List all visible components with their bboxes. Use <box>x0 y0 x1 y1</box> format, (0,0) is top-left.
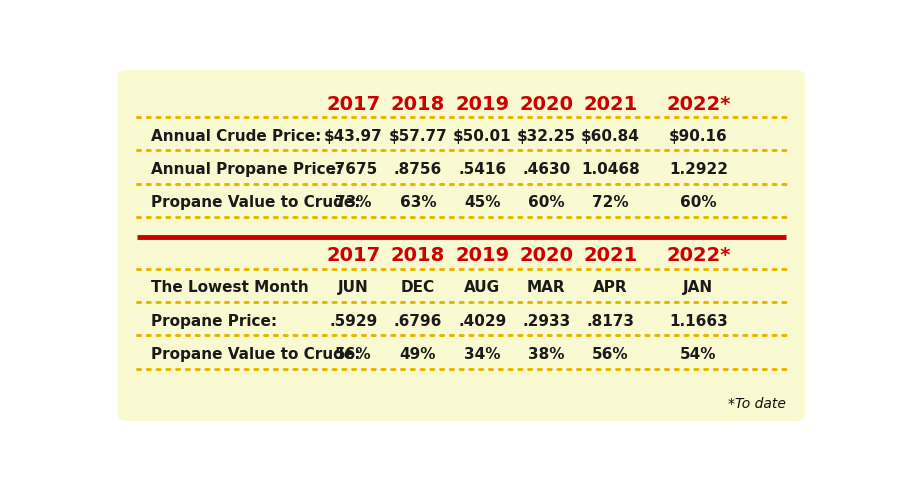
Text: .5416: .5416 <box>458 162 506 177</box>
Text: AUG: AUG <box>464 280 500 295</box>
Text: 60%: 60% <box>680 195 716 210</box>
Text: $50.01: $50.01 <box>453 129 511 144</box>
Text: Annual Crude Price:: Annual Crude Price: <box>151 129 321 144</box>
Text: 73%: 73% <box>335 195 372 210</box>
Text: JAN: JAN <box>683 280 714 295</box>
Text: 2017: 2017 <box>326 246 380 265</box>
Text: 2020: 2020 <box>519 246 573 265</box>
FancyBboxPatch shape <box>117 70 806 421</box>
Text: 1.0468: 1.0468 <box>581 162 640 177</box>
Text: Propane Value to Crude:: Propane Value to Crude: <box>151 347 360 362</box>
Text: 54%: 54% <box>680 347 716 362</box>
Text: 60%: 60% <box>528 195 564 210</box>
Text: 2021: 2021 <box>583 246 637 265</box>
Text: 1.1663: 1.1663 <box>669 314 728 328</box>
Text: $57.77: $57.77 <box>389 129 447 144</box>
Text: .5929: .5929 <box>329 314 377 328</box>
Text: $43.97: $43.97 <box>324 129 382 144</box>
Text: Annual Propane Price:: Annual Propane Price: <box>151 162 342 177</box>
Text: .4029: .4029 <box>458 314 507 328</box>
Text: 2019: 2019 <box>455 246 509 265</box>
Text: APR: APR <box>593 280 628 295</box>
Text: *To date: *To date <box>728 397 786 411</box>
Text: 2021: 2021 <box>583 95 637 114</box>
Text: 2019: 2019 <box>455 95 509 114</box>
Text: DEC: DEC <box>400 280 435 295</box>
Text: 38%: 38% <box>528 347 564 362</box>
Text: $32.25: $32.25 <box>517 129 576 144</box>
Text: 72%: 72% <box>592 195 629 210</box>
Text: 56%: 56% <box>335 347 372 362</box>
Text: Propane Price:: Propane Price: <box>151 314 277 328</box>
Text: 2022*: 2022* <box>666 95 731 114</box>
Text: .8173: .8173 <box>587 314 634 328</box>
Text: 63%: 63% <box>400 195 436 210</box>
Text: 1.2922: 1.2922 <box>669 162 728 177</box>
Text: $90.16: $90.16 <box>669 129 728 144</box>
Text: The Lowest Month: The Lowest Month <box>151 280 309 295</box>
Text: .7675: .7675 <box>329 162 377 177</box>
Text: 2018: 2018 <box>391 246 446 265</box>
Text: $60.84: $60.84 <box>581 129 640 144</box>
Text: .6796: .6796 <box>394 314 442 328</box>
Text: MAR: MAR <box>527 280 566 295</box>
Text: 34%: 34% <box>464 347 500 362</box>
Text: 56%: 56% <box>592 347 629 362</box>
Text: 2022*: 2022* <box>666 246 731 265</box>
Text: .4630: .4630 <box>522 162 571 177</box>
Text: JUN: JUN <box>338 280 368 295</box>
Text: 2018: 2018 <box>391 95 446 114</box>
Text: 2020: 2020 <box>519 95 573 114</box>
Text: Propane Value to Crude:: Propane Value to Crude: <box>151 195 360 210</box>
Text: .2933: .2933 <box>522 314 571 328</box>
Text: .8756: .8756 <box>394 162 442 177</box>
Text: 2017: 2017 <box>326 95 380 114</box>
Text: 45%: 45% <box>464 195 500 210</box>
Text: 49%: 49% <box>400 347 436 362</box>
